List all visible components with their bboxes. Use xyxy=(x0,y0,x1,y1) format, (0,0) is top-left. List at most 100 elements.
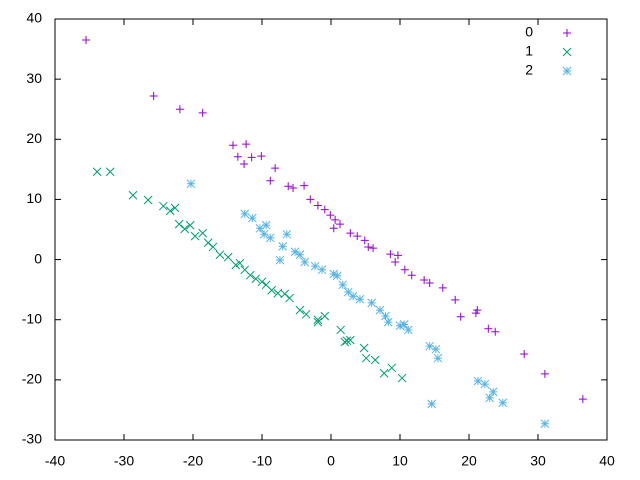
point xyxy=(329,224,338,233)
x-tick-label: 40 xyxy=(599,453,615,469)
point xyxy=(498,398,508,408)
point xyxy=(175,105,184,114)
point xyxy=(180,224,190,234)
x-tick-label: 20 xyxy=(461,453,477,469)
point xyxy=(520,349,529,358)
point xyxy=(185,220,195,230)
point xyxy=(255,223,265,233)
point xyxy=(340,337,350,347)
point xyxy=(397,373,407,383)
point xyxy=(375,305,385,315)
point xyxy=(257,152,266,161)
y-tick-label: -30 xyxy=(22,431,42,447)
x-tick-label: 10 xyxy=(392,453,408,469)
point xyxy=(383,317,393,327)
point xyxy=(233,152,242,161)
legend-label: 2 xyxy=(525,62,533,78)
point xyxy=(480,379,490,389)
point xyxy=(215,250,225,260)
point xyxy=(278,241,288,251)
x-tick-label: -30 xyxy=(114,453,134,469)
point xyxy=(295,305,305,315)
point xyxy=(488,387,498,397)
point xyxy=(300,257,310,267)
point xyxy=(273,288,283,298)
point xyxy=(391,257,400,266)
point xyxy=(247,153,256,162)
point xyxy=(369,244,378,253)
point xyxy=(165,206,175,216)
point xyxy=(326,211,335,220)
legend-marker xyxy=(562,66,572,76)
point xyxy=(266,176,275,185)
point xyxy=(128,190,138,200)
y-tick-label: 40 xyxy=(26,10,42,26)
point xyxy=(427,399,437,409)
y-tick-label: 20 xyxy=(26,130,42,146)
point xyxy=(265,233,275,243)
point xyxy=(190,231,200,241)
point xyxy=(335,220,344,229)
x-tick-label: -20 xyxy=(183,453,203,469)
point xyxy=(407,271,416,280)
point xyxy=(343,287,353,297)
point xyxy=(313,317,323,327)
point xyxy=(251,274,261,284)
point xyxy=(245,270,255,280)
point xyxy=(359,343,369,353)
point xyxy=(332,271,342,281)
point xyxy=(82,36,91,45)
point xyxy=(425,341,435,351)
point xyxy=(360,236,369,245)
point xyxy=(313,201,322,210)
point xyxy=(386,250,395,259)
point xyxy=(355,294,365,304)
x-tick-label: 0 xyxy=(327,453,335,469)
point xyxy=(235,258,245,268)
point xyxy=(223,252,233,262)
point xyxy=(387,363,397,373)
point xyxy=(285,293,294,303)
point xyxy=(261,220,271,230)
point xyxy=(346,229,355,238)
point xyxy=(105,167,115,177)
y-tick-label: -10 xyxy=(22,310,42,326)
point xyxy=(361,353,371,363)
point xyxy=(300,181,309,190)
point xyxy=(433,353,443,363)
x-tick-label: 30 xyxy=(530,453,546,469)
point xyxy=(282,229,292,239)
point xyxy=(284,182,293,191)
point xyxy=(242,140,251,149)
point xyxy=(275,255,285,265)
point xyxy=(290,247,300,257)
point xyxy=(367,298,377,308)
point xyxy=(320,311,330,321)
point xyxy=(473,376,483,386)
point xyxy=(310,261,320,271)
point xyxy=(485,393,495,403)
point xyxy=(336,325,346,335)
point xyxy=(198,228,208,238)
point xyxy=(257,277,267,287)
x-tick-label: -10 xyxy=(252,453,272,469)
point xyxy=(425,279,434,288)
legend-label: 0 xyxy=(525,24,533,40)
point xyxy=(143,195,153,205)
point xyxy=(484,324,493,333)
plot-border xyxy=(54,18,608,441)
point xyxy=(198,108,207,117)
point xyxy=(342,336,352,346)
point xyxy=(158,201,168,211)
point xyxy=(240,209,250,219)
point xyxy=(92,167,102,177)
point xyxy=(306,195,315,204)
point xyxy=(578,395,587,404)
point xyxy=(208,242,218,252)
point xyxy=(317,265,327,275)
point xyxy=(247,213,257,223)
y-tick-label: 10 xyxy=(26,190,42,206)
point xyxy=(240,159,249,168)
point xyxy=(491,327,500,336)
